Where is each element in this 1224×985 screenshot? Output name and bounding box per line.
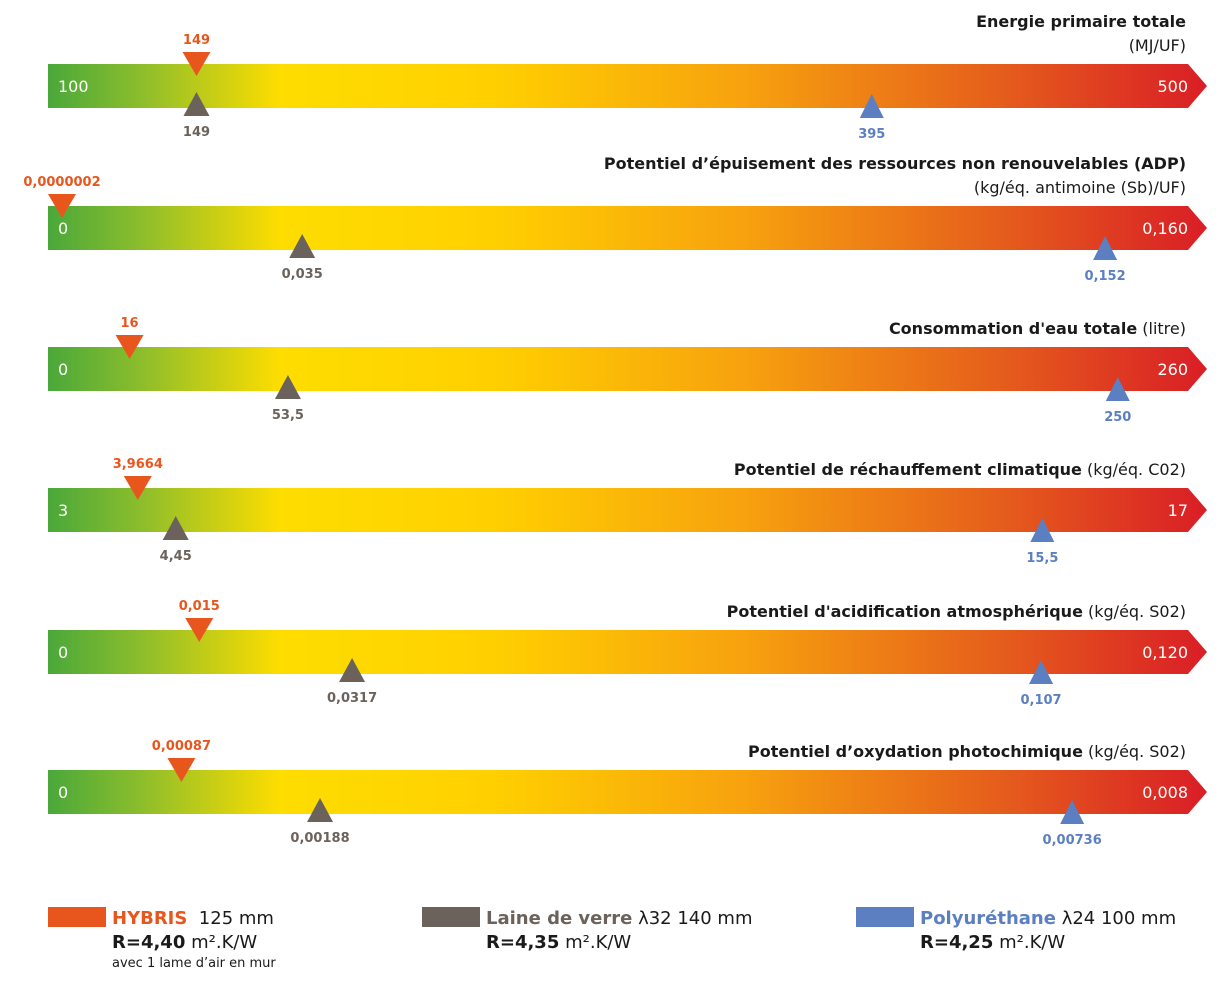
scale-min-label: 100 xyxy=(58,77,89,96)
indicator-bar xyxy=(48,770,1207,814)
scale-min-label: 3 xyxy=(58,501,68,520)
legend-poly: Polyuréthane λ24 100 mm R=4,25 m².K/W xyxy=(856,907,1176,955)
poly-marker xyxy=(1030,518,1055,542)
scale-max-label: 500 xyxy=(1157,77,1188,96)
indicator-unit: (MJ/UF) xyxy=(1129,36,1186,55)
poly-value-label: 0,107 xyxy=(1020,693,1061,708)
hybris-marker xyxy=(167,758,196,782)
poly-r-unit: m².K/W xyxy=(999,932,1066,953)
scale-max-label: 0,160 xyxy=(1142,219,1188,238)
indicator-title-bold: Potentiel de réchauffement climatique xyxy=(734,460,1082,479)
laine-marker xyxy=(162,516,189,540)
indicator-unit: (kg/éq. antimoine (Sb)/UF) xyxy=(974,178,1186,197)
hybris-value-label: 3,9664 xyxy=(113,457,163,472)
poly-marker xyxy=(859,94,884,118)
scale-max-label: 260 xyxy=(1157,360,1188,379)
scale-max-label: 0,008 xyxy=(1142,783,1188,802)
indicator-bar xyxy=(48,488,1207,532)
poly-value-label: 0,00736 xyxy=(1043,833,1102,848)
laine-marker xyxy=(307,798,334,822)
hybris-marker xyxy=(182,52,211,76)
indicator-bar xyxy=(48,347,1207,391)
indicator-title: Potentiel de réchauffement climatique (k… xyxy=(734,460,1186,479)
hybris-value-label: 16 xyxy=(121,316,139,331)
indicator-bar xyxy=(48,64,1207,108)
hybris-marker xyxy=(185,618,214,642)
indicator-unit: (litre) xyxy=(1137,319,1186,338)
hybris-swatch xyxy=(48,907,106,927)
indicator-title: Potentiel d'acidification atmosphérique … xyxy=(727,602,1186,621)
laine-marker xyxy=(183,92,210,116)
legend-laine: Laine de verre λ32 140 mm R=4,35 m².K/W xyxy=(422,907,753,955)
hybris-r-unit: m².K/W xyxy=(191,932,258,953)
laine-value-label: 0,035 xyxy=(282,267,323,282)
laine-r-unit: m².K/W xyxy=(565,932,632,953)
indicator-title-bold: Consommation d'eau totale xyxy=(889,319,1137,338)
hybris-note: avec 1 lame d’air en mur xyxy=(112,956,276,971)
laine-marker xyxy=(274,375,301,399)
laine-value-label: 53,5 xyxy=(272,408,304,423)
indicator-bar xyxy=(48,630,1207,674)
poly-r-value: R=4,25 xyxy=(920,932,994,953)
indicator-title: Potentiel d’épuisement des ressources no… xyxy=(604,154,1186,173)
hybris-marker xyxy=(123,476,152,500)
indicator-title: Consommation d'eau totale (litre) xyxy=(889,319,1186,338)
laine-swatch xyxy=(422,907,480,927)
indicator-unit: (kg/éq. S02) xyxy=(1083,742,1186,761)
indicator-title: Energie primaire totale xyxy=(976,12,1186,31)
hybris-value-label: 0,00087 xyxy=(152,739,211,754)
hybris-value-label: 149 xyxy=(183,33,210,48)
poly-spec: λ24 100 mm xyxy=(1061,908,1177,929)
laine-value-label: 149 xyxy=(183,125,210,140)
indicator-title-bold: Potentiel d'acidification atmosphérique xyxy=(727,602,1083,621)
hybris-spec: 125 mm xyxy=(198,908,274,929)
poly-name: Polyuréthane xyxy=(920,908,1056,929)
scale-min-label: 0 xyxy=(58,219,68,238)
indicator-unit: (kg/éq. C02) xyxy=(1082,460,1186,479)
poly-marker xyxy=(1093,236,1118,260)
laine-name: Laine de verre xyxy=(486,908,633,929)
indicator-bar xyxy=(48,206,1207,250)
laine-value-label: 0,0317 xyxy=(327,691,377,706)
poly-value-label: 0,152 xyxy=(1085,269,1126,284)
poly-swatch xyxy=(856,907,914,927)
scale-min-label: 0 xyxy=(58,643,68,662)
poly-value-label: 395 xyxy=(858,127,885,142)
scale-min-label: 0 xyxy=(58,360,68,379)
laine-value-label: 0,00188 xyxy=(290,831,349,846)
poly-marker xyxy=(1060,800,1085,824)
hybris-name: HYBRIS xyxy=(112,908,188,929)
scale-max-label: 0,120 xyxy=(1142,643,1188,662)
poly-value-label: 15,5 xyxy=(1026,551,1058,566)
laine-spec: λ32 140 mm xyxy=(638,908,753,929)
poly-marker xyxy=(1029,660,1054,684)
legend-hybris: HYBRIS 125 mm R=4,40 m².K/W avec 1 lame … xyxy=(48,907,276,973)
indicator-title: Potentiel d’oxydation photochimique (kg/… xyxy=(748,742,1186,761)
poly-value-label: 250 xyxy=(1104,410,1131,425)
poly-marker xyxy=(1105,377,1130,401)
hybris-marker xyxy=(48,194,77,218)
indicator-title-bold: Potentiel d’oxydation photochimique xyxy=(748,742,1083,761)
scale-max-label: 17 xyxy=(1168,501,1188,520)
indicator-unit: (kg/éq. S02) xyxy=(1083,602,1186,621)
laine-value-label: 4,45 xyxy=(160,549,192,564)
hybris-marker xyxy=(115,335,144,359)
hybris-value-label: 0,015 xyxy=(179,599,220,614)
hybris-value-label: 0,0000002 xyxy=(23,175,100,190)
laine-marker xyxy=(289,234,316,258)
laine-marker xyxy=(339,658,366,682)
hybris-r-value: R=4,40 xyxy=(112,932,186,953)
laine-r-value: R=4,35 xyxy=(486,932,560,953)
scale-min-label: 0 xyxy=(58,783,68,802)
